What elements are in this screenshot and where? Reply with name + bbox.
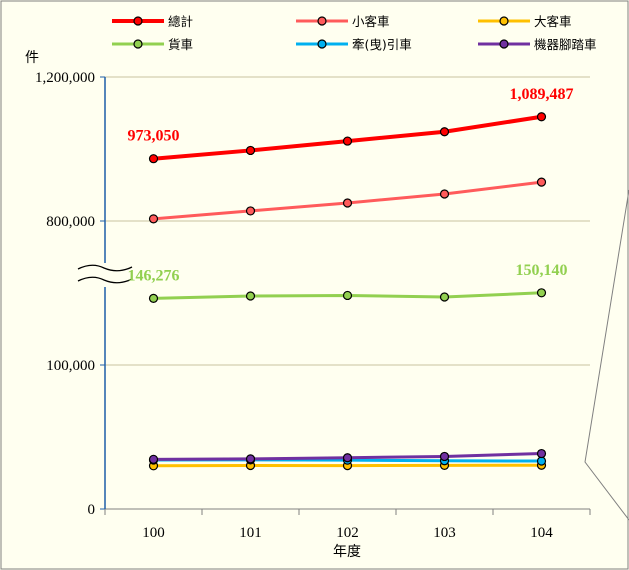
x-tick-label: 101 (239, 525, 262, 541)
data-label: 150,140 (516, 262, 568, 279)
legend-item: 牽(曳)引車 (296, 37, 412, 52)
y-tick-label: 0 (88, 502, 96, 518)
legend-swatch-marker (133, 16, 143, 26)
legend-swatch-marker (317, 39, 327, 49)
series-group (148, 288, 547, 303)
y-tick-label: 1,200,000 (35, 70, 95, 86)
legend-item: 小客車 (296, 14, 390, 29)
x-tick-label: 103 (433, 525, 456, 541)
data-point (536, 112, 547, 122)
data-label: 1,089,487 (510, 86, 574, 103)
data-point (342, 453, 353, 463)
legend-swatch-marker (499, 39, 509, 49)
legend-item: 機器腳踏車 (478, 37, 597, 52)
legend-swatch-marker (133, 39, 143, 49)
legend-item: 貨車 (112, 37, 193, 52)
data-point (245, 291, 256, 301)
x-tick-label: 102 (336, 525, 359, 541)
data-point (148, 154, 159, 164)
legend-item: 總計 (112, 14, 193, 29)
data-point (439, 292, 450, 302)
legend-label: 總計 (168, 14, 193, 29)
data-point (536, 448, 547, 459)
x-tick-label: 100 (142, 525, 165, 541)
data-point (148, 214, 159, 224)
legend-label: 牽(曳)引車 (352, 37, 412, 52)
x-axis-title: 年度 (333, 544, 361, 560)
data-label: 973,050 (128, 128, 180, 145)
series-group (148, 448, 547, 464)
x-axis-ticks: 100 101 102 103 104 (104, 509, 591, 541)
legend-label: 小客車 (352, 14, 390, 29)
data-labels: 973,050 1,089,487 146,276 150,140 (128, 86, 574, 285)
data-point (245, 454, 256, 464)
series-group (148, 177, 547, 224)
series-group (148, 112, 547, 164)
series-lines (148, 112, 547, 471)
data-point (342, 136, 353, 146)
y-tick-label: 100,000 (46, 358, 95, 374)
x-tick-label: 104 (530, 525, 553, 541)
data-point (245, 145, 256, 156)
data-point (342, 290, 353, 301)
data-point (439, 451, 450, 462)
data-point (148, 454, 159, 464)
legend-label: 大客車 (534, 14, 572, 29)
legend-label: 機器腳踏車 (534, 37, 597, 52)
gridlines (105, 76, 590, 366)
callout-leader-line (584, 189, 629, 521)
y-axis-ticks: 0 100,000 800,000 1,200,000 (35, 70, 105, 518)
legend-swatch-marker (317, 16, 327, 26)
y-tick-label: 800,000 (46, 214, 95, 230)
data-point (342, 198, 353, 208)
data-point (536, 288, 547, 298)
y-axis-title: 件 (25, 50, 39, 66)
legend-item: 大客車 (478, 14, 572, 29)
data-point (439, 127, 450, 137)
axis-break-mark (77, 264, 133, 284)
legend-swatch-marker (499, 16, 509, 26)
legend-label: 貨車 (168, 37, 193, 52)
data-point (439, 189, 450, 199)
data-point (245, 206, 256, 216)
data-label: 146,276 (128, 267, 180, 284)
data-point (148, 293, 159, 303)
data-point (536, 177, 547, 187)
data-point (536, 456, 547, 466)
